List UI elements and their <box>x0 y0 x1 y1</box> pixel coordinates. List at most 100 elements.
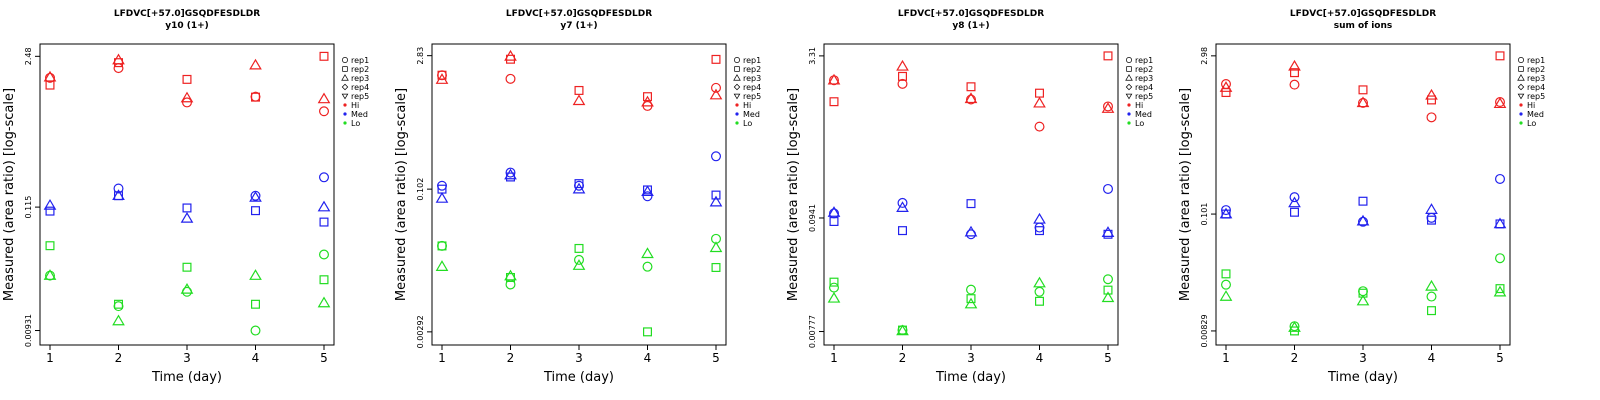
chart-panel-4: LFDVC[+57.0]GSQDFESDLDR sum of ions 1 2 3 4 5 0… <box>1176 0 1568 400</box>
chart-2: LFDVC[+57.0]GSQDFESDLDR y7 (1+) 1 2 3 4 5 0.002… <box>394 9 761 385</box>
legend-label: rep5 <box>1135 92 1153 101</box>
legend-hi-dot-icon <box>735 103 739 107</box>
data-point-hi-rep3-day4 <box>249 58 262 70</box>
data-point-med-rep1-day4 <box>1426 212 1437 223</box>
data-point-hi-rep3-day3 <box>1356 96 1370 108</box>
data-point-med-rep3-day1 <box>435 192 449 203</box>
data-point-lo-rep1-day4 <box>1426 291 1437 302</box>
data-point-hi-rep1-day5 <box>711 82 722 93</box>
x-axis-label: Time (day) <box>543 370 614 385</box>
y-tick-label: 0.00777 <box>808 315 817 348</box>
legend-label: rep3 <box>1527 74 1545 83</box>
legend-diamond-icon <box>733 83 741 91</box>
data-point-lo-rep1-day1 <box>436 240 447 251</box>
data-point-med-rep2-day5 <box>319 217 329 227</box>
data-point-med-rep3-day5 <box>709 195 723 207</box>
x-tick-label: 5 <box>1496 351 1504 365</box>
data-point-hi-rep2-day3 <box>182 74 192 84</box>
data-point-med-rep3-day1 <box>1219 207 1233 219</box>
legend-triangle-down-icon <box>1125 93 1133 100</box>
data-point-hi-rep2-day5 <box>1103 51 1113 61</box>
data-point-lo-rep2-day1 <box>45 241 55 251</box>
legend-hi-dot-icon <box>1519 103 1523 107</box>
plot-frame <box>39 43 335 346</box>
chart-title: LFDVC[+57.0]GSQDFESDLDR <box>506 9 652 19</box>
x-tick-label: 1 <box>1222 351 1230 365</box>
data-points <box>827 51 1115 336</box>
data-point-hi-rep2-day3 <box>574 85 584 95</box>
data-point-hi-rep3-day4 <box>1033 96 1046 108</box>
data-point-hi-rep1-day3 <box>966 94 977 105</box>
data-point-med-rep1-day4 <box>1034 222 1045 233</box>
data-point-med-rep3-day3 <box>180 211 194 223</box>
data-point-med-rep2-day4 <box>251 206 261 216</box>
data-point-hi-rep3-day3 <box>572 94 586 106</box>
legend-med-dot-icon <box>343 112 347 116</box>
x-tick-label: 4 <box>1428 351 1436 365</box>
legend-label: rep4 <box>1135 83 1153 92</box>
x-tick-label: 5 <box>320 351 328 365</box>
data-point-lo-rep3-day3 <box>180 282 194 294</box>
data-point-hi-rep1-day5 <box>319 106 330 117</box>
data-point-med-rep3-day2 <box>1288 196 1301 208</box>
legend-square-icon <box>734 66 740 72</box>
data-point-med-rep2-day3 <box>1358 196 1368 206</box>
data-point-lo-rep2-day3 <box>182 262 192 272</box>
data-point-med-rep2-day1 <box>45 206 55 216</box>
y-axis-label: Measured (area ratio) [log-scale] <box>2 88 17 301</box>
data-point-med-rep1-day5 <box>319 172 330 183</box>
legend-label: rep1 <box>1135 56 1153 65</box>
y-tick-label: 0.0941 <box>808 204 817 232</box>
y-axis-label: Measured (area ratio) [log-scale] <box>786 88 801 301</box>
legend-triangle-icon <box>341 74 349 81</box>
y-axis-label: Measured (area ratio) [log-scale] <box>1178 88 1193 301</box>
data-point-med-rep3-day3 <box>572 182 586 194</box>
chart-subtitle: y10 (1+) <box>165 21 209 31</box>
data-point-med-rep3-day3 <box>1356 214 1370 226</box>
legend-label: rep4 <box>1527 83 1545 92</box>
legend-label: rep4 <box>351 83 369 92</box>
legend-label: rep5 <box>743 92 761 101</box>
y-tick-label: 2.98 <box>1200 47 1209 65</box>
legend-hi-dot-icon <box>1127 103 1131 107</box>
data-point-lo-rep3-day1 <box>43 269 57 280</box>
data-point-lo-rep3-day3 <box>1356 294 1370 306</box>
data-point-med-rep1-day5 <box>711 151 722 162</box>
legend-label: rep3 <box>351 74 369 83</box>
legend-label: Med <box>1527 110 1544 119</box>
data-point-med-rep1-day5 <box>1103 183 1114 194</box>
legend-diamond-icon <box>341 83 349 91</box>
legend-label: Lo <box>743 119 752 128</box>
data-point-med-rep3-day2 <box>896 201 909 212</box>
data-point-hi-rep2-day4 <box>643 92 653 102</box>
data-point-lo-rep2-day3 <box>966 294 976 304</box>
legend-label: rep1 <box>351 56 369 65</box>
data-point-lo-rep2-day3 <box>1358 288 1368 298</box>
data-points <box>435 49 723 337</box>
data-point-lo-rep3-day1 <box>1219 290 1233 301</box>
legend-lo-dot-icon <box>1127 121 1131 125</box>
data-point-med-rep1-day4 <box>642 191 653 202</box>
data-point-lo-rep3-day1 <box>827 291 841 303</box>
data-point-hi-rep1-day2 <box>113 63 124 74</box>
data-point-hi-rep1-day4 <box>1426 112 1437 123</box>
data-point-hi-rep3-day2 <box>896 59 909 71</box>
x-tick-label: 1 <box>830 351 838 365</box>
data-point-med-rep2-day3 <box>966 199 976 209</box>
data-point-med-rep2-day1 <box>829 217 839 227</box>
data-point-lo-rep2-day5 <box>319 275 329 285</box>
data-point-lo-rep3-day5 <box>317 296 331 308</box>
data-point-hi-rep3-day5 <box>1493 97 1507 109</box>
data-point-lo-rep1-day4 <box>1034 286 1045 297</box>
x-tick-label: 3 <box>967 351 975 365</box>
legend-hi-dot-icon <box>343 103 347 107</box>
plot-frame <box>431 43 727 346</box>
legend-square-icon <box>1126 66 1132 72</box>
legend-triangle-down-icon <box>733 93 741 100</box>
legend-label: Med <box>351 110 368 119</box>
data-point-hi-rep2-day5 <box>711 54 721 64</box>
legend-triangle-icon <box>1125 74 1133 81</box>
data-point-lo-rep1-day4 <box>250 325 261 336</box>
data-point-med-rep2-day4 <box>1427 215 1437 225</box>
